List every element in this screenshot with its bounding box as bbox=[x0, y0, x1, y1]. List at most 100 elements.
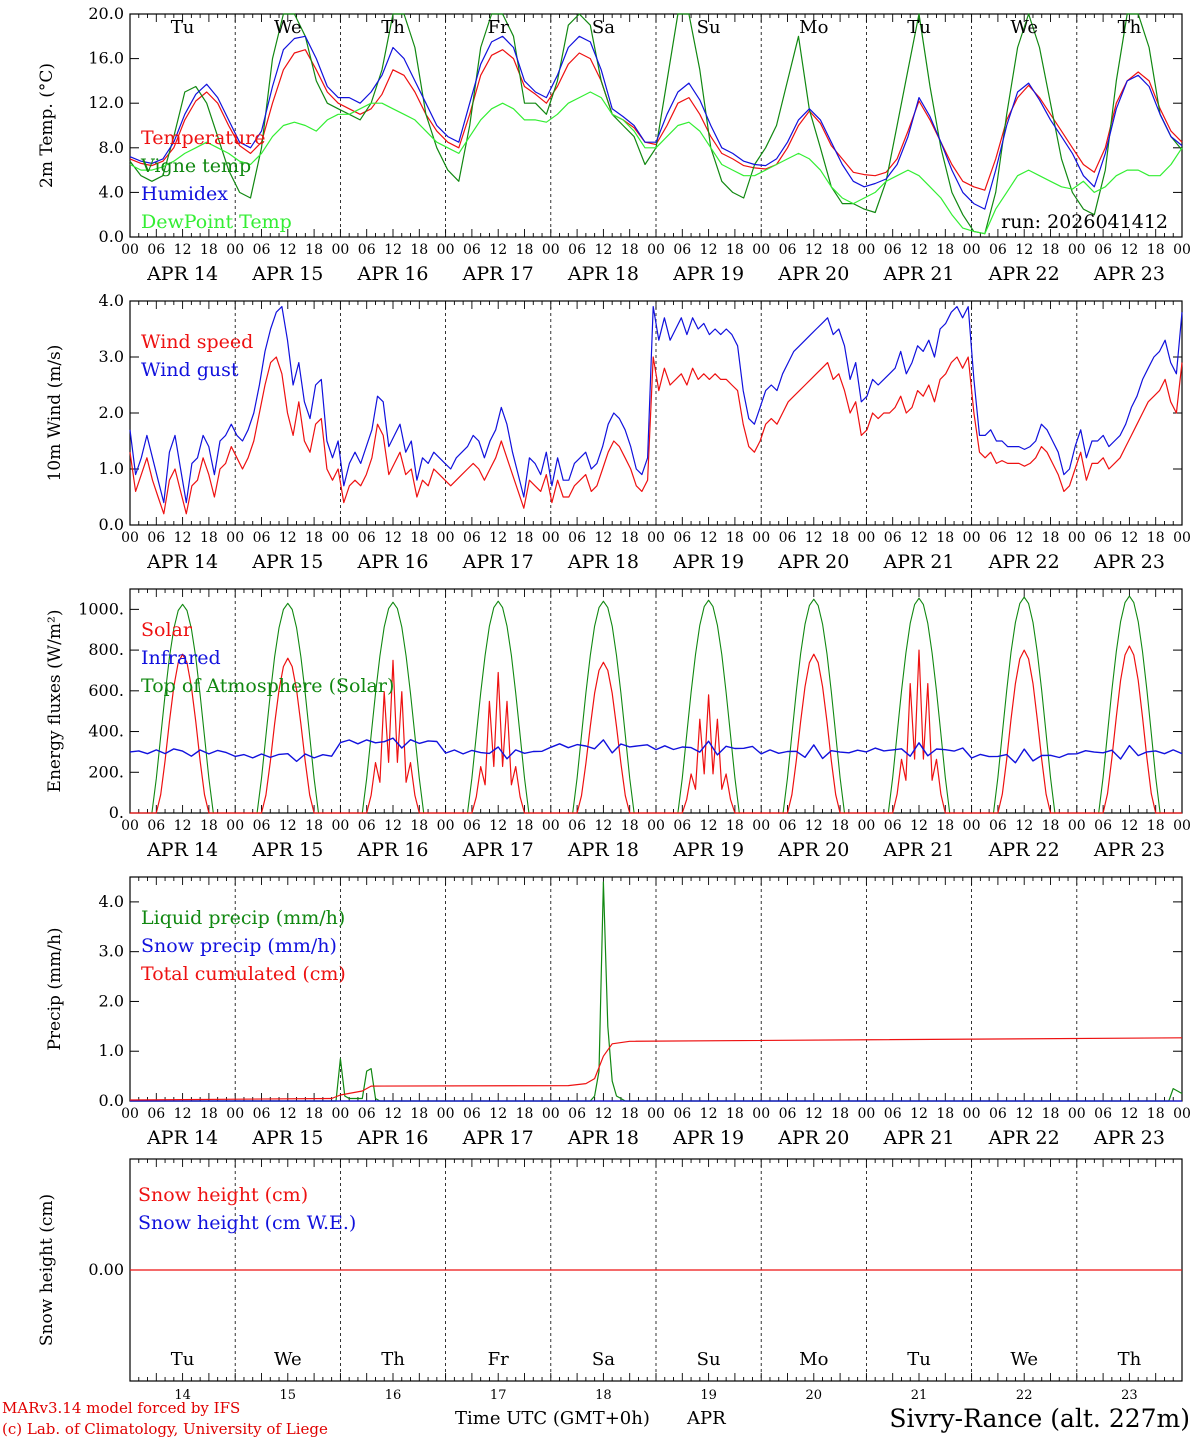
run-label: run: 2026041412 bbox=[1001, 211, 1168, 233]
hour-tick-label: 12 bbox=[1015, 1106, 1033, 1122]
hour-tick-label: 06 bbox=[884, 242, 902, 258]
y-tick-label: 2.0 bbox=[99, 403, 124, 422]
y-tick-label: 4.0 bbox=[99, 291, 124, 310]
date-label: APR 21 bbox=[882, 263, 954, 285]
wind-series-line bbox=[129, 356, 1183, 515]
date-label: APR 19 bbox=[672, 839, 744, 861]
hour-tick-label: 12 bbox=[1015, 242, 1033, 258]
hour-tick-label: 12 bbox=[279, 242, 297, 258]
day-of-week-label: Th bbox=[1118, 1349, 1142, 1370]
date-label: APR 18 bbox=[567, 263, 639, 285]
day-of-week-label: Su bbox=[697, 1349, 721, 1370]
hour-tick-label: 18 bbox=[726, 242, 744, 258]
day-of-week-label: Tu bbox=[907, 1349, 931, 1370]
hour-tick-label: 12 bbox=[700, 242, 718, 258]
hour-tick-label: 12 bbox=[174, 242, 192, 258]
hour-tick-label: 12 bbox=[594, 530, 612, 546]
day-of-week-label: Su bbox=[697, 17, 721, 38]
hour-tick-label: 06 bbox=[147, 818, 165, 834]
date-label: APR 23 bbox=[1093, 839, 1165, 861]
hour-tick-label: 00 bbox=[647, 530, 665, 546]
hour-tick-label: 06 bbox=[1094, 530, 1112, 546]
hour-tick-label: 18 bbox=[1147, 818, 1165, 834]
date-label: APR 20 bbox=[777, 839, 849, 861]
hour-tick-label: 00 bbox=[437, 530, 455, 546]
hour-tick-label: 00 bbox=[752, 1106, 770, 1122]
hour-tick-label: 12 bbox=[174, 818, 192, 834]
day-of-week-label: Sa bbox=[592, 1349, 615, 1370]
legend-entry: Wind gust bbox=[141, 359, 239, 381]
legend-entry: Snow precip (mm/h) bbox=[141, 935, 337, 957]
hour-tick-label: 00 bbox=[647, 242, 665, 258]
hour-tick-label: 00 bbox=[121, 1106, 139, 1122]
date-label: APR 15 bbox=[251, 551, 323, 573]
y-tick-label: 0.0 bbox=[99, 227, 124, 246]
hour-tick-label: 12 bbox=[489, 818, 507, 834]
y-tick-label: 16.0 bbox=[88, 49, 124, 68]
model-credit: MARv3.14 model forced by IFS bbox=[2, 1399, 240, 1417]
date-label: APR 14 bbox=[146, 1127, 218, 1149]
day-of-week-label: We bbox=[274, 1349, 302, 1370]
hour-tick-label: 00 bbox=[121, 530, 139, 546]
y-tick-label: 1000. bbox=[78, 599, 124, 618]
date-number-label: 15 bbox=[280, 1388, 297, 1403]
hour-tick-label: 18 bbox=[1042, 1106, 1060, 1122]
hour-tick-label: 18 bbox=[1042, 818, 1060, 834]
hour-tick-label: 06 bbox=[1094, 242, 1112, 258]
y-tick-label: 20.0 bbox=[88, 4, 124, 23]
y-tick-label: 12.0 bbox=[88, 93, 124, 112]
day-of-week-label: Fr bbox=[488, 17, 509, 38]
hour-tick-label: 06 bbox=[463, 242, 481, 258]
day-of-week-label: Tu bbox=[171, 17, 195, 38]
hour-tick-label: 12 bbox=[174, 1106, 192, 1122]
hour-tick-label: 18 bbox=[200, 818, 218, 834]
date-label: APR 17 bbox=[462, 551, 534, 573]
hour-tick-label: 06 bbox=[1094, 1106, 1112, 1122]
legend-entry: Snow height (cm W.E.) bbox=[138, 1212, 356, 1234]
hour-tick-label: 00 bbox=[121, 242, 139, 258]
hour-tick-label: 00 bbox=[1068, 242, 1086, 258]
date-number-label: 18 bbox=[595, 1388, 612, 1403]
hour-tick-label: 12 bbox=[594, 818, 612, 834]
y-tick-label: 3.0 bbox=[99, 942, 124, 961]
legend-entry: DewPoint Temp bbox=[141, 211, 292, 233]
date-label: APR 16 bbox=[356, 1127, 428, 1149]
hour-tick-label: 12 bbox=[594, 1106, 612, 1122]
hour-tick-label: 12 bbox=[489, 530, 507, 546]
lab-credit: (c) Lab. of Climatology, University of L… bbox=[2, 1420, 328, 1438]
hour-tick-label: 18 bbox=[936, 242, 954, 258]
temperature-series-line bbox=[129, 35, 1183, 210]
hour-tick-label: 00 bbox=[1068, 1106, 1086, 1122]
date-label: APR 23 bbox=[1093, 263, 1165, 285]
hour-tick-label: 06 bbox=[253, 1106, 271, 1122]
hour-tick-label: 12 bbox=[1015, 530, 1033, 546]
date-label: APR 16 bbox=[356, 839, 428, 861]
hour-tick-label: 18 bbox=[305, 1106, 323, 1122]
hour-tick-label: 12 bbox=[910, 1106, 928, 1122]
hour-tick-label: 06 bbox=[779, 242, 797, 258]
y-tick-label: 200. bbox=[88, 762, 124, 781]
legend-entry: Solar bbox=[141, 619, 193, 641]
hour-tick-label: 12 bbox=[805, 530, 823, 546]
hour-tick-label: 12 bbox=[279, 530, 297, 546]
temperature-series-line bbox=[129, 91, 1183, 235]
hour-tick-label: 12 bbox=[384, 1106, 402, 1122]
hour-tick-label: 06 bbox=[779, 1106, 797, 1122]
hour-tick-label: 18 bbox=[410, 1106, 428, 1122]
date-number-label: 16 bbox=[385, 1388, 402, 1403]
y-tick-label: 3.0 bbox=[99, 347, 124, 366]
hour-tick-label: 06 bbox=[463, 1106, 481, 1122]
date-label: APR 15 bbox=[251, 263, 323, 285]
hour-tick-label: 06 bbox=[253, 530, 271, 546]
day-of-week-label: We bbox=[1010, 1349, 1038, 1370]
hour-tick-label: 18 bbox=[1042, 530, 1060, 546]
legend-entry: Snow height (cm) bbox=[138, 1184, 308, 1206]
date-label: APR 14 bbox=[146, 551, 218, 573]
hour-tick-label: 12 bbox=[805, 818, 823, 834]
hour-tick-label: 18 bbox=[410, 818, 428, 834]
hour-tick-label: 18 bbox=[936, 818, 954, 834]
date-number-label: 22 bbox=[1016, 1388, 1033, 1403]
date-label: APR 19 bbox=[672, 1127, 744, 1149]
y-axis-label: Energy fluxes (W/m²) bbox=[45, 610, 65, 793]
day-of-week-label: Tu bbox=[907, 17, 931, 38]
